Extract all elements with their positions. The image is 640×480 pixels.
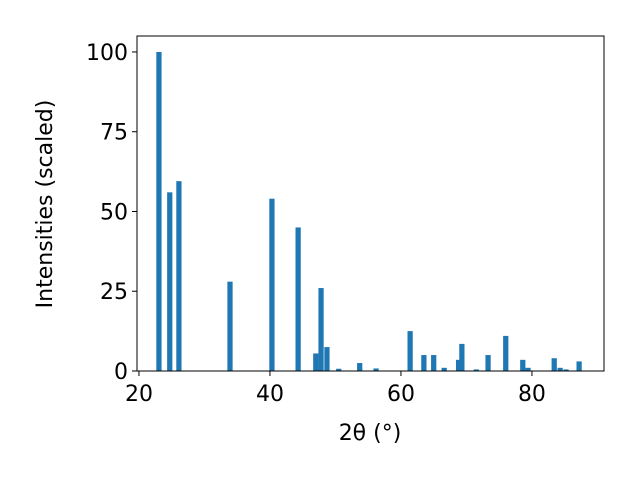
bar [431,355,437,371]
x-tick-label: 80 [518,382,546,407]
bar [473,369,479,371]
y-tick-label: 100 [86,41,128,66]
bar [336,368,342,371]
plot-frame [136,35,605,372]
y-axis-label: Intensities (scaled) [33,100,58,309]
bar [576,361,582,371]
bar [313,353,319,371]
bar [156,51,162,371]
x-tick-label: 20 [125,382,153,407]
bar [563,369,569,371]
bar [455,359,462,371]
bar [485,355,491,371]
bar [324,347,330,371]
bar [318,288,324,371]
bar [269,198,275,371]
bar [520,359,526,371]
x-tick-label: 40 [256,382,284,407]
bar [459,343,465,371]
x-axis-label: 2θ (°) [339,421,402,446]
bar [167,192,173,371]
bar [441,367,447,371]
bar [227,281,233,371]
y-tick-label: 0 [114,360,128,385]
y-tick-label: 50 [100,200,128,225]
bar [407,331,413,371]
y-tick-label: 25 [100,280,128,305]
bar [551,358,557,371]
y-tick-label: 75 [100,121,128,146]
bar [176,181,182,371]
bar [357,363,363,371]
bar [525,367,531,371]
bar [503,335,509,371]
bar [295,227,301,371]
bar [557,367,563,371]
bar [373,368,379,371]
x-tick-label: 60 [387,382,415,407]
bar [421,355,427,371]
